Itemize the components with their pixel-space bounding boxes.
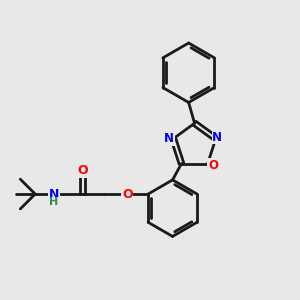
Text: H: H (49, 197, 58, 207)
Text: N: N (212, 131, 222, 144)
Text: O: O (122, 188, 133, 200)
Text: N: N (164, 132, 174, 145)
Text: N: N (49, 188, 59, 200)
Text: O: O (77, 164, 88, 177)
Text: O: O (208, 159, 218, 172)
